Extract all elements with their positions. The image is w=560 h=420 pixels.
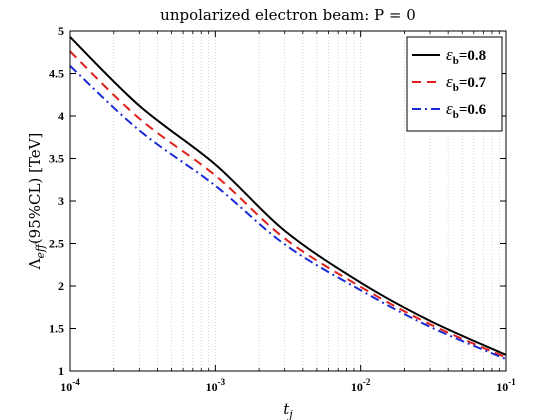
x-axis-label: tj [283, 400, 293, 420]
legend-box [406, 36, 503, 132]
tick-marks [69, 30, 507, 372]
chart-title: unpolarized electron beam: P = 0 [160, 6, 416, 24]
x-tick-label: 10-1 [496, 377, 516, 394]
y-tick-label: 4.5 [49, 67, 64, 81]
series-line-3 [69, 65, 507, 361]
x-tick-label: 10-4 [60, 377, 80, 394]
y-tick-label: 2 [58, 279, 64, 293]
legend-label-3: εb=0.6 [446, 99, 487, 121]
legend-label-1: εb=0.8 [446, 45, 486, 67]
y-tick-label: 2.5 [49, 237, 64, 251]
y-tick-label: 4 [58, 109, 64, 123]
legend-label-2: εb=0.7 [446, 72, 487, 94]
series-lines [69, 36, 507, 361]
y-tick-label: 1 [58, 364, 64, 378]
x-tick-label: 10-3 [206, 377, 226, 394]
x-tick-labels: 10-4 10-3 10-2 10-1 [60, 377, 516, 394]
y-tick-label: 5 [58, 24, 64, 38]
y-tick-label: 1.5 [49, 322, 64, 336]
series-line-2 [69, 50, 507, 359]
x-tick-label: 10-2 [351, 377, 371, 394]
y-tick-labels: 1 1.5 2 2.5 3 3.5 4 4.5 5 [49, 24, 64, 378]
y-tick-label: 3 [58, 194, 64, 208]
y-axis-label: Λeff(95%CL) [TeV] [26, 133, 47, 271]
y-tick-label: 3.5 [49, 152, 64, 166]
series-line-1 [69, 36, 507, 356]
legend: εb=0.8 εb=0.7 εb=0.6 [406, 36, 503, 132]
